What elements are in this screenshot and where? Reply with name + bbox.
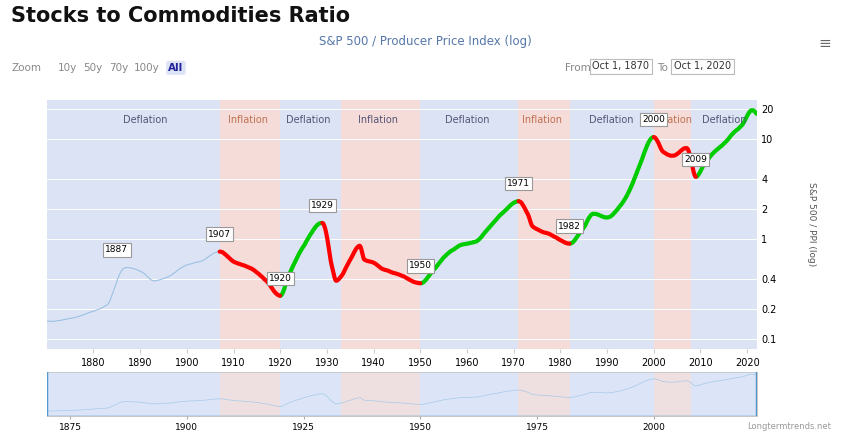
Text: Inflation: Inflation — [522, 115, 562, 125]
Bar — [219, 372, 280, 416]
Text: 1971: 1971 — [507, 179, 530, 188]
Text: Zoom: Zoom — [11, 63, 41, 73]
Text: 50y: 50y — [83, 63, 103, 73]
Text: S&P 500 / Producer Price Index (log): S&P 500 / Producer Price Index (log) — [319, 35, 531, 48]
Y-axis label: S&P 500 / PPI (log): S&P 500 / PPI (log) — [807, 182, 816, 266]
Bar — [280, 372, 341, 416]
Text: Deflation: Deflation — [286, 115, 331, 125]
Text: From: From — [565, 63, 591, 73]
Text: All: All — [168, 63, 184, 73]
Text: Deflation: Deflation — [701, 115, 746, 125]
Bar — [518, 372, 570, 416]
Bar — [280, 100, 341, 349]
Bar — [70, 100, 219, 349]
Text: Stocks to Commodities Ratio: Stocks to Commodities Ratio — [11, 6, 350, 26]
Bar — [654, 372, 691, 416]
Text: Oct 1, 2020: Oct 1, 2020 — [674, 61, 731, 71]
Bar — [654, 100, 691, 349]
Text: 1920: 1920 — [269, 274, 292, 283]
Bar — [420, 100, 518, 349]
Text: 70y: 70y — [109, 63, 128, 73]
Text: 1907: 1907 — [208, 229, 231, 239]
Text: 1982: 1982 — [558, 222, 581, 231]
Text: Deflation: Deflation — [590, 115, 634, 125]
Text: Longtermtrends.net: Longtermtrends.net — [747, 422, 831, 431]
Text: 10y: 10y — [58, 63, 77, 73]
Bar — [691, 372, 756, 416]
Bar — [420, 372, 518, 416]
Text: 1950: 1950 — [409, 262, 432, 270]
Text: 2000: 2000 — [643, 115, 666, 124]
Bar — [341, 372, 420, 416]
Text: Inflation: Inflation — [653, 115, 693, 125]
Bar — [219, 100, 280, 349]
Text: Deflation: Deflation — [445, 115, 490, 125]
Text: 1929: 1929 — [311, 201, 334, 210]
Text: 1887: 1887 — [105, 246, 128, 255]
Bar — [518, 100, 570, 349]
Text: ≡: ≡ — [819, 36, 831, 51]
Bar — [570, 372, 654, 416]
Bar — [691, 100, 756, 349]
Text: 2009: 2009 — [684, 155, 707, 164]
Text: Oct 1, 1870: Oct 1, 1870 — [592, 61, 649, 71]
Text: Inflation: Inflation — [359, 115, 399, 125]
Text: To: To — [657, 63, 668, 73]
Bar — [70, 372, 219, 416]
Text: Deflation: Deflation — [122, 115, 167, 125]
Text: 100y: 100y — [134, 63, 160, 73]
Bar — [570, 100, 654, 349]
Bar — [341, 100, 420, 349]
Text: Inflation: Inflation — [228, 115, 268, 125]
